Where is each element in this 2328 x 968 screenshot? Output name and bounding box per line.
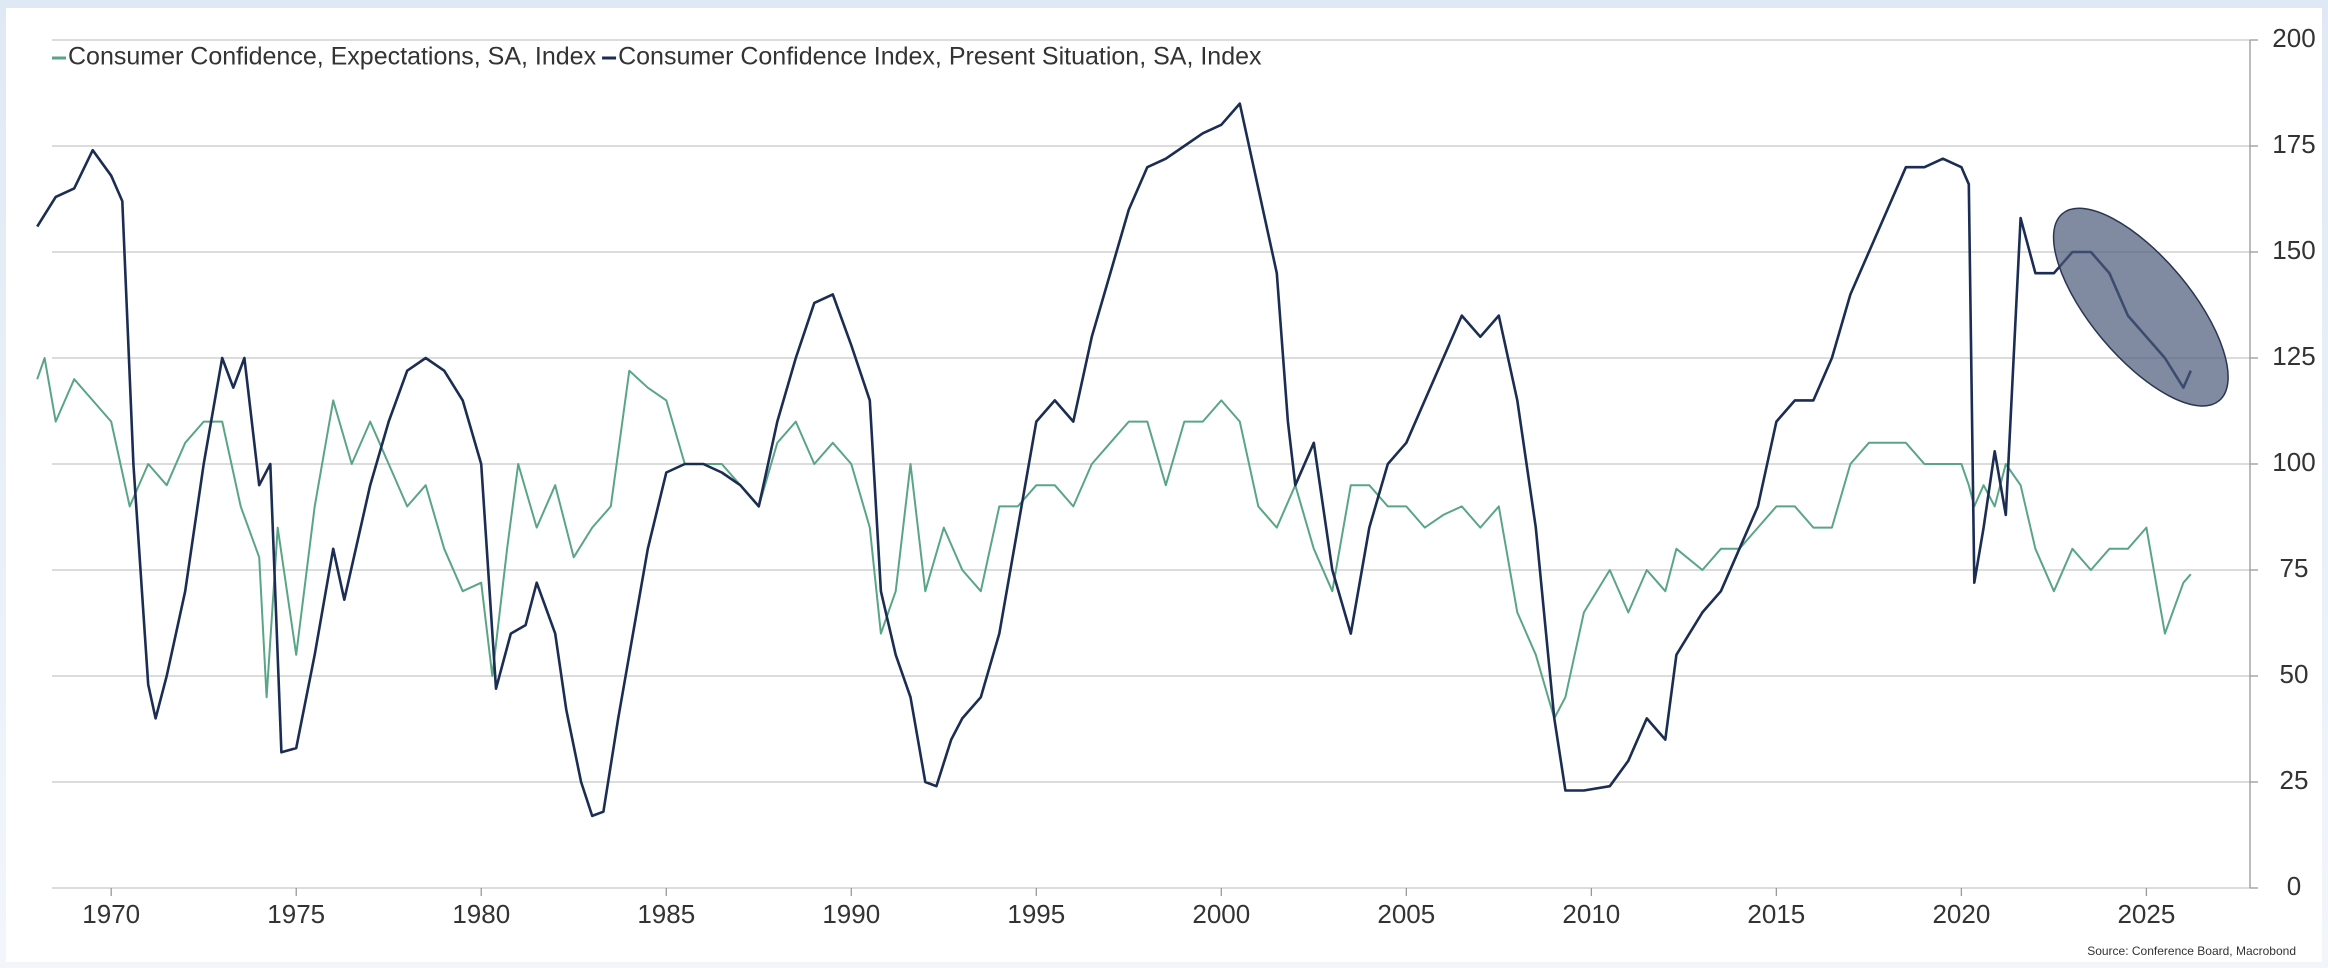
y-tick-label: 0	[2287, 871, 2301, 901]
legend-label: Consumer Confidence Index, Present Situa…	[618, 43, 1262, 71]
highlight-ellipse	[2052, 207, 2229, 407]
series-line	[36, 357, 2192, 720]
x-tick-label: 1970	[82, 899, 140, 929]
x-tick-label: 2020	[1932, 899, 1990, 929]
y-tick-label: 100	[2272, 447, 2315, 477]
y-tick-label: 125	[2272, 341, 2315, 371]
y-tick-label: 150	[2272, 235, 2315, 265]
x-tick-label: 1980	[452, 899, 510, 929]
x-tick-label: 2005	[1377, 899, 1435, 929]
y-tick-label: 25	[2280, 765, 2309, 795]
y-tick-label: 50	[2280, 659, 2309, 689]
x-tick-label: 2025	[2117, 899, 2175, 929]
x-tick-label: 2000	[1192, 899, 1250, 929]
x-tick-label: 2010	[1562, 899, 1620, 929]
x-tick-label: 1995	[1007, 899, 1065, 929]
source: Source: Conference Board, Macrobond	[2087, 944, 2296, 958]
x-tick-label: 2015	[1747, 899, 1805, 929]
y-tick-label: 200	[2272, 23, 2315, 53]
x-tick-label: 1975	[267, 899, 325, 929]
legend-label: Consumer Confidence, Expectations, SA, I…	[68, 43, 597, 71]
panel	[6, 8, 2322, 962]
x-tick-label: 1990	[822, 899, 880, 929]
series-line	[36, 102, 2192, 818]
y-tick-label: 175	[2272, 129, 2315, 159]
y-tick-label: 75	[2280, 553, 2309, 583]
x-tick-label: 1985	[637, 899, 695, 929]
